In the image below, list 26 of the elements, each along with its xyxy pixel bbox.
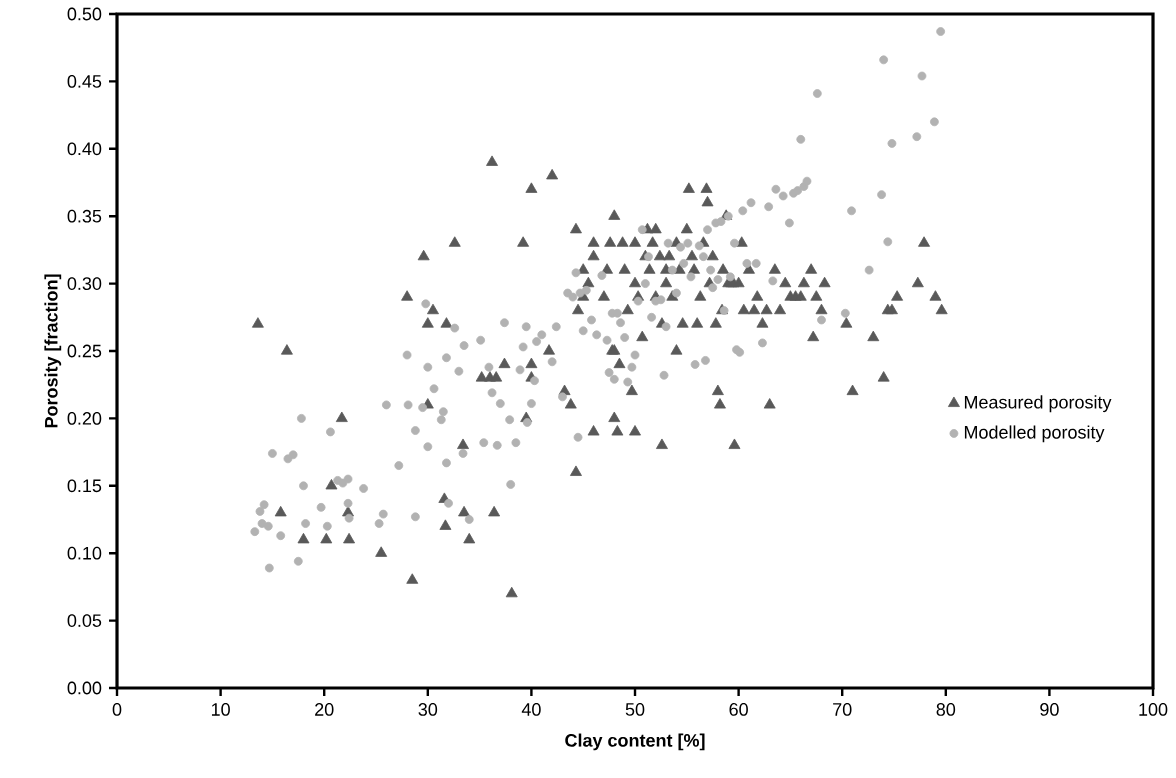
y-tick-label: 0.45 bbox=[67, 75, 102, 88]
x-tick-label: 80 bbox=[936, 703, 956, 716]
y-tick-label: 0.30 bbox=[67, 277, 102, 290]
y-tick-label: 0.50 bbox=[67, 7, 102, 21]
y-axis-title: Porosity [fraction] bbox=[44, 274, 62, 428]
x-axis-title: Clay content [%] bbox=[565, 733, 705, 751]
y-tick-label: 0.10 bbox=[67, 546, 102, 560]
y-tick-label: 0.40 bbox=[67, 142, 102, 156]
x-tick-label: 60 bbox=[729, 703, 748, 716]
x-tick-label: 50 bbox=[625, 703, 645, 716]
y-tick-label: 0.20 bbox=[67, 412, 102, 425]
x-tick-label: 40 bbox=[521, 703, 541, 716]
x-tick-label: 100 bbox=[1139, 703, 1168, 716]
x-tick-label: 10 bbox=[211, 703, 230, 716]
y-tick-label: 0.35 bbox=[67, 209, 102, 223]
x-tick-label: 70 bbox=[833, 703, 852, 716]
y-tick-label: 0.15 bbox=[67, 479, 102, 493]
legend-label: Modelled porosity bbox=[964, 425, 1105, 443]
legend-label: Measured porosity bbox=[964, 395, 1112, 413]
y-tick-label: 0.25 bbox=[67, 344, 102, 358]
x-tick-label: 0 bbox=[112, 703, 122, 716]
y-tick-label: 0.00 bbox=[67, 681, 102, 695]
x-tick-label: 30 bbox=[418, 703, 438, 716]
x-tick-label: 20 bbox=[315, 703, 334, 716]
x-tick-label: 90 bbox=[1040, 703, 1059, 716]
y-tick-label: 0.05 bbox=[67, 614, 102, 627]
